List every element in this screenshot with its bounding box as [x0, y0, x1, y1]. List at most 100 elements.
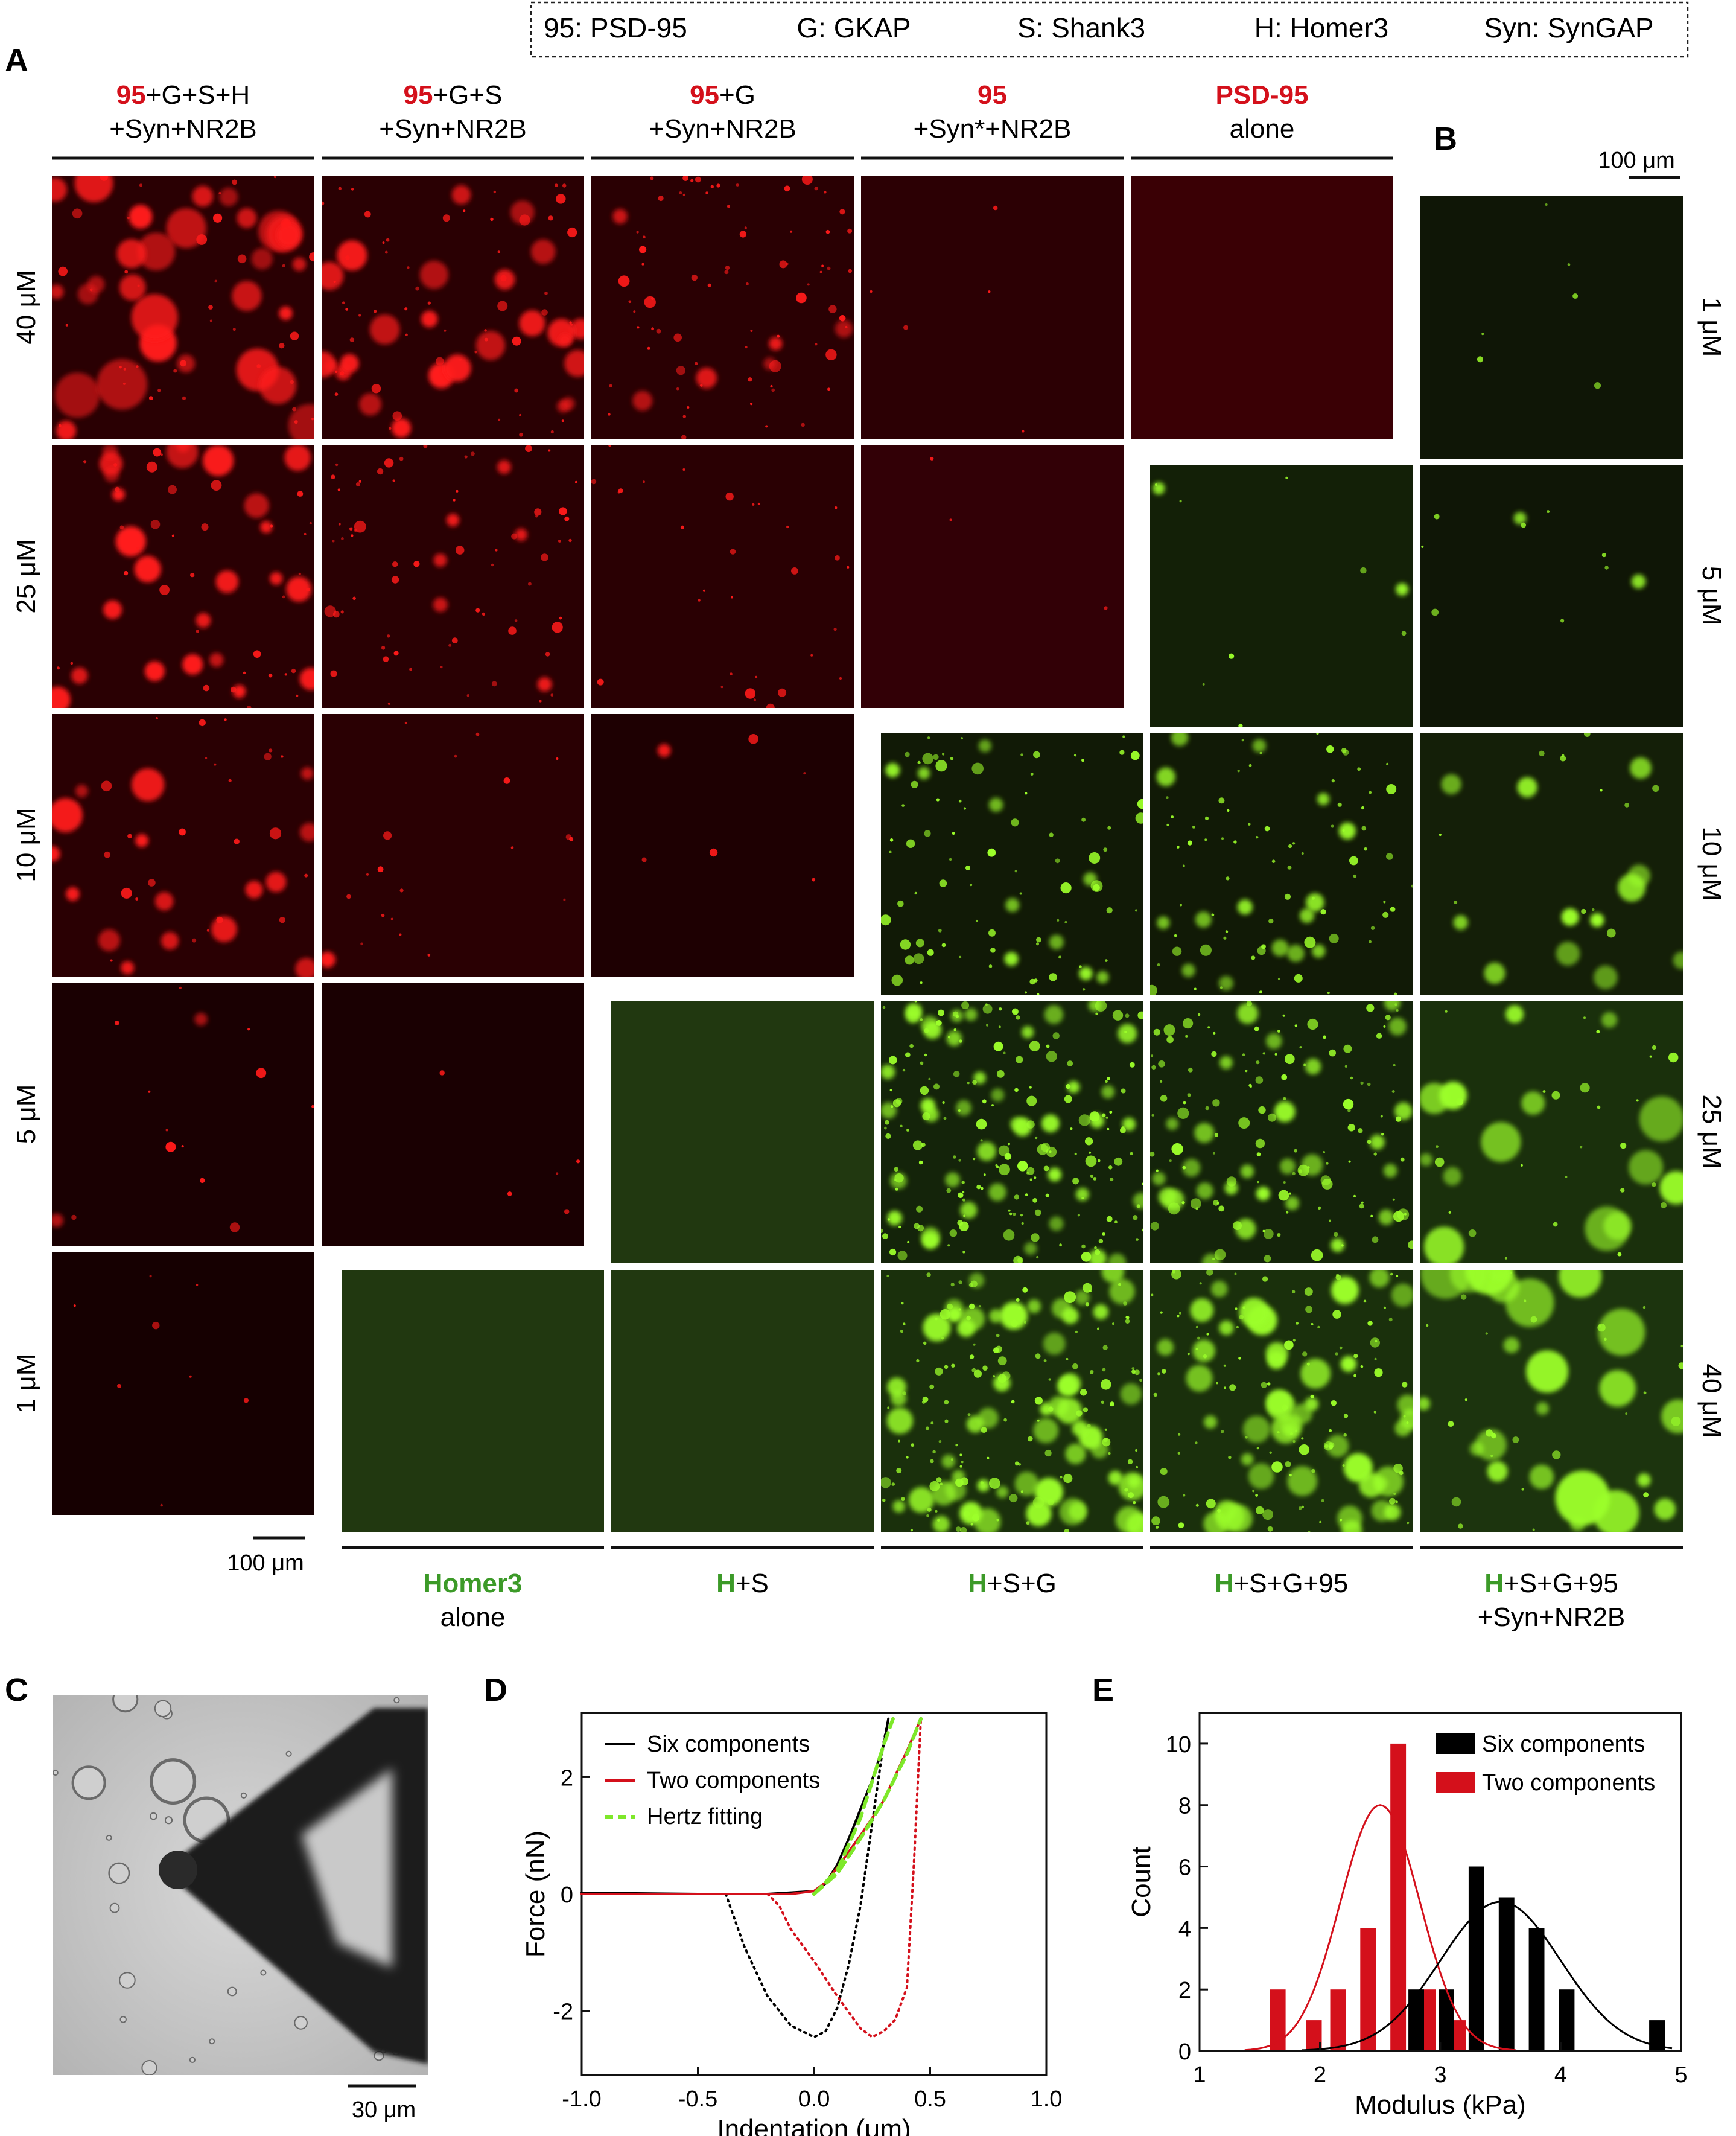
panel-d-xtick-4: 1.0 — [1031, 2087, 1063, 2112]
panel-d-ylabel: Force (nN) — [521, 1831, 550, 1957]
panel-e-fit-1 — [1302, 1901, 1673, 2052]
panel-a-bottom-header-2-rest: +S+G — [987, 1569, 1057, 1598]
panel-b-column-header-rest: +S+G+95 — [1504, 1569, 1618, 1598]
panel-b-scale-bar-label: 100 μm — [1598, 148, 1675, 173]
panel-a-bottom-header-0-line1: Homer3 — [424, 1569, 523, 1598]
panel-e-bar-1-1 — [1439, 1989, 1454, 2051]
panel-a-bottom-header-1-line1: H+S — [716, 1569, 769, 1598]
panel-a-column-header-1: 95+G+S +Syn+NR2B — [379, 80, 527, 144]
tile-a-r1-c2 — [591, 445, 854, 708]
panel-a-bottom-header-2-bold: H — [968, 1569, 987, 1598]
panel-letter-e: E — [1092, 1672, 1114, 1708]
tile-a-r3-c1 — [322, 983, 584, 1246]
tile-a-r4-c1g — [342, 1270, 604, 1532]
abbreviation-legend-box: 95: PSD-95 G: GKAP S: Shank3 H: Homer3 S… — [530, 1, 1689, 58]
panel-d-legend-label-1: Two components — [647, 1768, 820, 1793]
panel-b-column-header-line2: +Syn+NR2B — [1478, 1602, 1626, 1632]
panel-a-column-header-0: 95+G+S+H +Syn+NR2B — [109, 80, 257, 144]
tile-a-r1-c3 — [861, 445, 1124, 708]
panel-e-legend-swatch-0 — [1436, 1733, 1475, 1754]
panel-a-bottom-header-3: H+S+G+95 — [1215, 1569, 1348, 1598]
panel-a-column-header-4-bold: PSD-95 — [1215, 80, 1308, 110]
panel-d-legend-label-2: Hertz fitting — [647, 1804, 763, 1829]
panel-a-column-header-2-rest: +G — [719, 80, 755, 110]
panel-b-row-label-3: 25 μM — [1697, 1094, 1726, 1168]
microscopy-tile-grid — [52, 176, 1683, 1532]
panel-b-column-header: H+S+G+95 +Syn+NR2B — [1478, 1569, 1626, 1632]
panel-d-xtick-0: -1.0 — [562, 2087, 601, 2112]
tile-b-r1 — [1420, 465, 1683, 727]
panel-a-bottom-header-0-line2: alone — [440, 1602, 506, 1632]
tile-a-r4-c3g — [881, 1270, 1143, 1532]
panel-a-column-header-0-line2: +Syn+NR2B — [109, 114, 257, 144]
panel-b-row-label-2: 10 μM — [1697, 826, 1726, 901]
panel-e-bar-1-4 — [1528, 1928, 1545, 2051]
panel-e-bar-1-0 — [1408, 1989, 1424, 2051]
panel-e-bar-0-0 — [1270, 1989, 1286, 2051]
panel-e-legend-label-1: Two components — [1482, 1770, 1655, 1796]
panel-d-xtick-2: 0.0 — [798, 2087, 830, 2112]
panel-letter-c: C — [5, 1672, 28, 1708]
panel-d-xtick-1: -0.5 — [678, 2087, 717, 2112]
panel-a-bottom-header-1-bold: H — [716, 1569, 736, 1598]
tile-a-r0-c3 — [861, 176, 1124, 439]
panel-a-bottom-header-1: H+S — [716, 1569, 769, 1598]
legend-abbrev-gkap: G: GKAP — [796, 12, 911, 43]
panel-a-column-header-4-line1: PSD-95 — [1215, 80, 1308, 110]
panel-a-scale-bar: 100 μm — [227, 1536, 305, 1576]
panel-d-force-indentation-chart: -1.0 -0.5 0.0 0.5 1.0 2 0 -2 Indentation (μm) For… — [521, 1712, 1063, 2136]
panel-a-column-header-2-line1: 95+G — [690, 80, 755, 110]
panel-b-row-label-0: 1 μM — [1697, 298, 1726, 357]
tile-a-r3-c2g — [611, 1001, 874, 1263]
panel-a-column-header-0-bold: 95 — [116, 80, 146, 110]
tile-a-r1-c1 — [322, 445, 584, 708]
tile-a-r0-c4 — [1131, 176, 1393, 439]
panel-e-modulus-histogram: 1 2 3 4 5 0 2 4 6 8 10 Modulus (kPa) Count Six compon… — [1127, 1712, 1688, 2120]
panel-a-column-header-1-bold: 95 — [404, 80, 433, 110]
panel-a-bottom-header-2: H+S+G — [968, 1569, 1057, 1598]
tile-a-r1-c0 — [52, 445, 314, 708]
panel-e-ytick-3: 6 — [1178, 1855, 1191, 1881]
panel-c-brightfield-image — [53, 1695, 428, 2075]
panel-d-ytick-1: 0 — [561, 1883, 573, 1908]
tile-a-r2-c2 — [591, 714, 854, 977]
panel-a-bottom-header-3-line1: H+S+G+95 — [1215, 1569, 1348, 1598]
tile-a-r0-c2 — [591, 176, 854, 439]
legend-abbrev-homer3: H: Homer3 — [1254, 12, 1388, 43]
panel-a-bottom-header-3-rest: +S+G+95 — [1234, 1569, 1349, 1598]
panel-e-xtick-3: 4 — [1554, 2062, 1567, 2088]
panel-b-row-label-4: 40 μM — [1697, 1363, 1726, 1438]
panel-a-column-header-0-line1: 95+G+S+H — [116, 80, 250, 110]
panel-a-column-header-2-line2: +Syn+NR2B — [649, 114, 796, 144]
legend-abbrev-syngap: Syn: SynGAP — [1484, 12, 1653, 43]
tile-b-r0 — [1420, 196, 1683, 459]
panel-d-series-1 — [724, 1717, 890, 2039]
panel-e-xtick-2: 3 — [1434, 2062, 1446, 2088]
panel-d-series-5 — [812, 1717, 923, 1896]
panel-e-bar-1-3 — [1498, 1897, 1515, 2051]
tile-a-r2-c0 — [52, 714, 314, 977]
panel-d-ytick-0: 2 — [561, 1765, 573, 1791]
tile-a-r0-c1 — [322, 176, 584, 439]
panel-e-xtick-0: 1 — [1193, 2062, 1206, 2088]
panel-a-bottom-header-1-rest: +S — [736, 1569, 769, 1598]
panel-e-ytick-1: 2 — [1178, 1978, 1191, 2003]
panel-a-row-label-0: 40 μM — [11, 270, 41, 344]
panel-d-xlabel: Indentation (μm) — [717, 2114, 911, 2136]
panel-a-column-header-0-rest: +G+S+H — [146, 80, 250, 110]
panel-c-scale-bar: 30 μm — [348, 2084, 416, 2123]
panel-a-row-labels: 40 μM 25 μM 10 μM 5 μM 1 μM — [11, 270, 41, 1413]
panel-a-column-header-3: 95 +Syn*+NR2B — [914, 80, 1072, 144]
panel-a-row-label-4: 1 μM — [11, 1354, 41, 1414]
panel-e-ytick-4: 8 — [1178, 1794, 1191, 1819]
tile-a-r3-c0 — [52, 983, 314, 1246]
tile-a-r4-c0 — [52, 1252, 314, 1515]
panel-e-bar-0-4 — [1390, 1743, 1407, 2051]
tile-a-r2-c4g — [1150, 733, 1413, 995]
panel-a-column-header-1-line1: 95+G+S — [404, 80, 503, 110]
panel-a-column-header-2: 95+G +Syn+NR2B — [649, 80, 796, 144]
tile-a-r2-c1 — [322, 714, 584, 977]
panel-e-xlabel: Modulus (kPa) — [1355, 2090, 1526, 2120]
panel-e-bar-1-2 — [1468, 1866, 1484, 2051]
